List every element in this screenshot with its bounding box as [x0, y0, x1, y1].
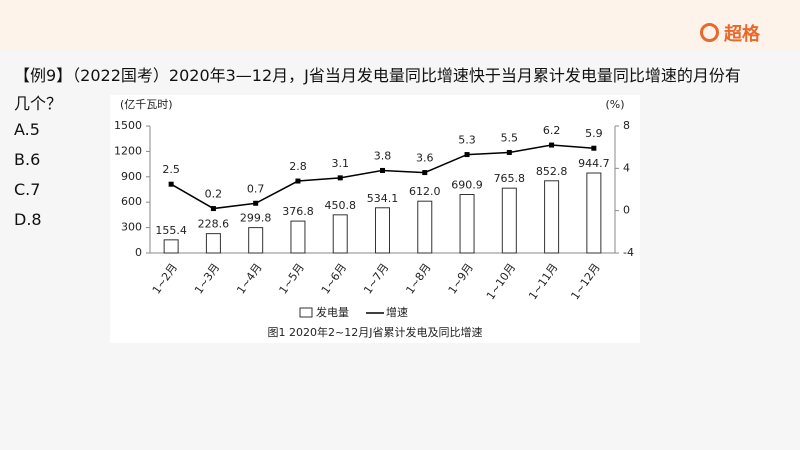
bar: [375, 207, 390, 254]
line-value-label: 2.5: [162, 163, 180, 176]
question-text: 【例9】（2022国考）2020年3—12月，J省当月发电量同比增速快于当月累计…: [14, 66, 741, 113]
legend-label: 发电量: [316, 305, 349, 319]
y2-axis-label: (%): [605, 98, 624, 111]
y-tick-label: 1200: [114, 144, 142, 157]
line-value-label: 3.1: [331, 157, 349, 170]
y-tick-label: 600: [121, 195, 142, 208]
bar: [163, 239, 179, 254]
bar-value-label: 376.8: [282, 205, 314, 218]
brand-text: 超格: [724, 24, 760, 45]
y-axis-label: (亿千瓦时): [120, 98, 173, 111]
bar-value-label: 944.7: [578, 157, 610, 170]
line-value-label: 3.6: [416, 152, 434, 165]
y-tick-label: 300: [121, 221, 142, 234]
line-value-label: 0.7: [247, 182, 265, 195]
bar: [248, 227, 264, 254]
y-tick-label: 0: [135, 246, 142, 259]
line-value-label: 5.3: [458, 134, 476, 147]
line-marker: [549, 142, 555, 148]
bar: [417, 200, 433, 254]
line-marker: [506, 149, 512, 155]
bar-value-label: 299.8: [240, 212, 272, 225]
line-marker: [168, 181, 174, 187]
bar: [205, 233, 221, 254]
y2-tick-label: 8: [623, 119, 630, 132]
line-value-label: 5.5: [501, 131, 519, 144]
bar-value-label: 155.4: [155, 224, 187, 237]
bar: [586, 172, 602, 254]
line-value-label: 5.9: [585, 127, 603, 140]
bar: [290, 220, 306, 254]
line-marker: [380, 167, 385, 173]
top-bar: [0, 0, 800, 50]
line-marker: [591, 145, 597, 151]
line-value-label: 2.8: [289, 160, 307, 173]
bar: [501, 187, 517, 254]
legend-label: 增速: [386, 305, 408, 319]
bar-value-label: 612.0: [409, 185, 441, 198]
option: A.5: [14, 120, 40, 139]
bar-value-label: 690.9: [451, 179, 483, 192]
bar-value-label: 228.6: [198, 218, 230, 231]
line-marker: [422, 170, 428, 176]
chart: (亿千瓦时) (%) 图1 2020年2~12月J省累计发电及同比增速 0 300…: [110, 95, 640, 343]
y2-tick-label: -4: [623, 246, 634, 259]
legend-swatch: [299, 307, 313, 318]
line-value-label: 0.2: [205, 188, 223, 201]
line-marker: [337, 175, 343, 181]
line-marker: [464, 152, 470, 158]
bar: [459, 194, 475, 254]
bar-value-label: 852.8: [536, 165, 568, 178]
bar-value-label: 765.8: [494, 172, 526, 185]
y2-tick-label: 4: [623, 161, 630, 174]
line-marker: [253, 200, 259, 206]
line-marker: [210, 206, 216, 212]
bar-value-label: 450.8: [324, 199, 356, 212]
bar: [332, 214, 348, 254]
y-tick-label: 1500: [114, 119, 142, 132]
y2-tick-label: 0: [623, 204, 630, 217]
option: B.6: [14, 150, 41, 169]
bar-value-label: 534.1: [367, 192, 399, 205]
line-value-label: 3.8: [374, 149, 392, 162]
y-tick-label: 900: [121, 170, 142, 183]
brand-logo: 超格: [700, 20, 760, 46]
option: D.8: [14, 210, 42, 229]
line-marker: [295, 178, 301, 184]
option: C.7: [14, 180, 41, 199]
bar: [544, 180, 560, 254]
chart-caption: 图1 2020年2~12月J省累计发电及同比增速: [268, 325, 483, 339]
line-value-label: 6.2: [543, 124, 561, 137]
